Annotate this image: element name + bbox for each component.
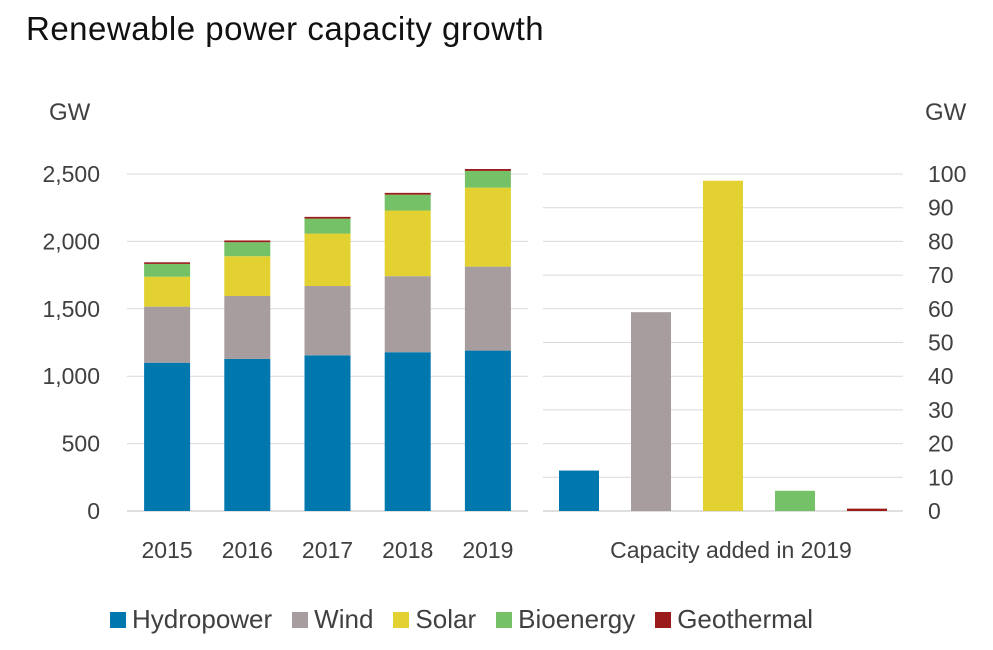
right-y-tick-label: 20 — [928, 431, 954, 457]
x-tick-label: 2019 — [462, 537, 513, 563]
bar-2016-solar — [224, 256, 271, 296]
left-y-tick-label: 0 — [87, 498, 100, 524]
bar-2015-solar — [144, 276, 191, 307]
bar-2018-hydropower — [384, 352, 431, 511]
x-tick-label: 2018 — [382, 537, 433, 563]
bar-2016-wind — [224, 295, 271, 359]
left-y-tick-label: 1,500 — [42, 296, 100, 322]
right-y-tick-label: 100 — [928, 161, 966, 187]
bar-2017-wind — [304, 286, 351, 356]
left-y-tick-label: 2,500 — [42, 161, 100, 187]
chart-title: Renewable power capacity growth — [26, 10, 545, 47]
bar-added-bioenergy — [775, 490, 815, 511]
axis-labels: 0 500 1,000 1,500 2,000 2,500 GW 0 10 20 30 40 50 60 7… — [42, 99, 966, 563]
bar-2015-geothermal — [144, 262, 191, 264]
right-y-tick-label: 60 — [928, 296, 954, 322]
legend-label: Wind — [314, 604, 374, 634]
bar-2015-hydropower — [144, 362, 191, 511]
left-y-tick-label: 500 — [62, 431, 100, 457]
right-y-tick-label: 50 — [928, 330, 954, 356]
legend: Hydropower Wind Solar Bioenergy Geothermal — [110, 604, 833, 635]
bar-2016-bioenergy — [224, 242, 271, 257]
right-x-axis-label: Capacity added in 2019 — [610, 537, 852, 563]
right-y-tick-label: 10 — [928, 464, 954, 490]
bar-2018-bioenergy — [384, 194, 431, 211]
x-tick-label: 2016 — [222, 537, 273, 563]
legend-item-geothermal: Geothermal — [655, 604, 813, 635]
legend-swatch — [110, 611, 126, 628]
right-y-tick-label: 30 — [928, 397, 954, 423]
bar-2018-solar — [384, 210, 431, 277]
legend-label: Solar — [415, 604, 477, 634]
x-tick-label: 2017 — [302, 537, 353, 563]
bar-2017-geothermal — [304, 216, 351, 219]
bar-2016-geothermal — [224, 240, 271, 243]
legend-label: Hydropower — [132, 604, 273, 634]
legend-label: Bioenergy — [518, 604, 636, 634]
bar-2015-bioenergy — [144, 263, 191, 277]
legend-swatch — [655, 611, 672, 628]
bar-2018-wind — [384, 276, 431, 353]
right-y-tick-label: 70 — [928, 262, 954, 288]
bar-2015-wind — [144, 306, 191, 363]
bar-2017-solar — [304, 233, 351, 287]
legend-item-hydropower: Hydropower — [110, 604, 272, 635]
left-y-tick-label: 1,000 — [42, 363, 100, 389]
bar-added-hydropower — [559, 470, 599, 511]
legend-swatch — [393, 611, 410, 628]
legend-swatch — [292, 611, 309, 628]
bar-added-wind — [631, 312, 671, 511]
legend-item-wind: Wind — [292, 604, 373, 635]
left-y-tick-label: 2,000 — [42, 228, 100, 254]
right-y-tick-label: 90 — [928, 195, 954, 221]
bar-2019-geothermal — [464, 169, 511, 171]
right-y-tick-label: 0 — [928, 498, 941, 524]
right-y-axis-label: GW — [925, 99, 967, 126]
bar-added-solar — [703, 180, 743, 512]
bar-2019-wind — [464, 266, 511, 351]
right-y-tick-label: 40 — [928, 363, 954, 389]
left-y-axis-label: GW — [49, 99, 91, 126]
bar-2019-hydropower — [464, 350, 511, 511]
legend-item-bioenergy: Bioenergy — [496, 604, 635, 635]
chart-canvas: 0 500 1,000 1,500 2,000 2,500 GW 0 10 20 30 40 50 60 7… — [42, 99, 966, 563]
bar-added-geothermal — [847, 508, 887, 511]
bar-2018-geothermal — [384, 192, 431, 195]
bar-2017-bioenergy — [304, 218, 351, 234]
legend-item-solar: Solar — [393, 604, 476, 635]
legend-label: Geothermal — [677, 604, 814, 634]
left-stacked-bars — [144, 169, 511, 511]
bar-2017-hydropower — [304, 355, 351, 511]
bar-2016-hydropower — [224, 358, 271, 511]
legend-swatch — [496, 611, 513, 628]
x-tick-label: 2015 — [142, 537, 193, 563]
right-y-tick-label: 80 — [928, 228, 954, 254]
bar-2019-solar — [464, 187, 511, 267]
bar-2019-bioenergy — [464, 170, 511, 188]
right-bars — [559, 180, 887, 512]
